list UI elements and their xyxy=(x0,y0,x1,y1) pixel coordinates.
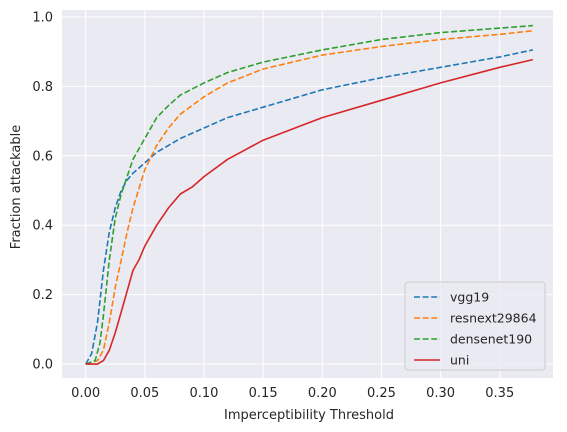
legend-label-vgg19: vgg19 xyxy=(450,290,489,305)
x-tick-label: 0.25 xyxy=(367,386,396,401)
series-line-uni xyxy=(85,58,534,365)
x-tick-labels: 0.00 0.05 0.10 0.15 0.20 0.25 0.30 0.35 xyxy=(71,386,514,401)
y-tick-label: 0.2 xyxy=(32,288,53,303)
x-tick-label: 0.05 xyxy=(130,386,159,401)
y-tick-label: 0.6 xyxy=(32,149,53,164)
legend-box xyxy=(404,281,546,371)
x-tick-label: 0.20 xyxy=(308,386,337,401)
y-tick-label: 0.4 xyxy=(32,219,53,234)
series-line-vgg19 xyxy=(85,49,534,365)
x-tick-label: 0.35 xyxy=(485,386,514,401)
x-axis-label: Imperceptibility Threshold xyxy=(224,408,394,423)
x-tick-label: 0.10 xyxy=(189,386,218,401)
series-lines xyxy=(85,24,534,365)
y-tick-label: 1.0 xyxy=(32,10,53,25)
y-tick-labels: 0.0 0.2 0.4 0.6 0.8 1.0 xyxy=(32,10,53,372)
series-line-densenet190 xyxy=(85,24,533,365)
y-tick-label: 0.0 xyxy=(32,358,53,373)
legend-label-uni: uni xyxy=(450,353,469,368)
y-tick-label: 0.8 xyxy=(32,80,53,95)
x-tick-label: 0.30 xyxy=(426,386,455,401)
legend: vgg19 resnext29864 densenet190 uni xyxy=(404,281,546,371)
legend-label-densenet190: densenet190 xyxy=(450,332,532,347)
x-tick-label: 0.00 xyxy=(71,386,100,401)
legend-label-resnext29864: resnext29864 xyxy=(450,311,537,326)
x-tick-label: 0.15 xyxy=(249,386,278,401)
y-axis-label: Fraction attackable xyxy=(9,125,24,249)
